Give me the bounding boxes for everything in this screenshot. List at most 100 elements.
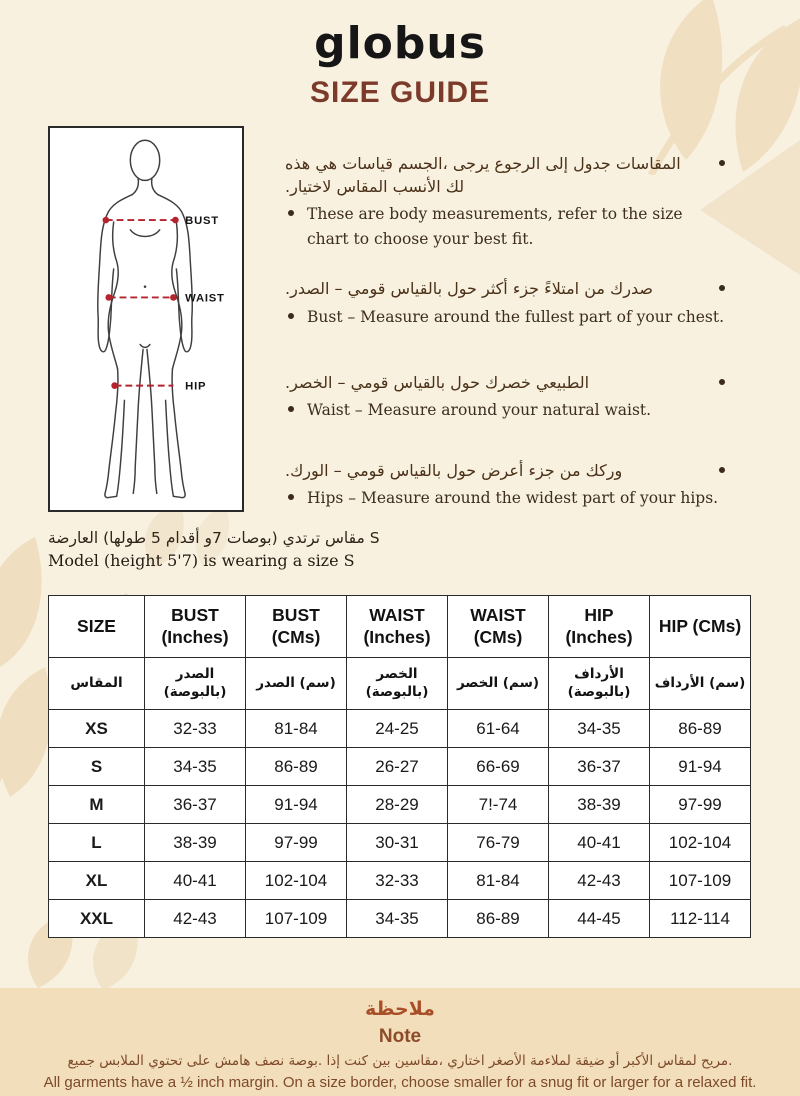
leaf-decoration-model-area (144, 502, 230, 568)
cell-value: 28-29 (346, 785, 448, 824)
bullet-item-intro-en: These are body measurements, refer to th… (285, 202, 729, 251)
bullet-text-ar: .الورك – قومي بالقياس حول أعرض جزء من ور… (285, 460, 623, 480)
body-figure-illustration: BUST WAIST HIP (97, 139, 225, 499)
bullet-text-ar: .الخصر – قومي بالقياس حول خصرك الطبيعي (285, 373, 590, 393)
cell-value: 102-104 (649, 823, 751, 862)
bullet-item-bust-ar: .الصدر – قومي بالقياس حول أكثر جزء امتلا… (285, 277, 729, 300)
col-header-waist-cm-ar: الخصر (سم) (447, 657, 549, 710)
size-value: S (48, 747, 145, 786)
model-note-ar: العارضة (طولها 5 أقدام و7 بوصات) ترتدي م… (48, 529, 380, 547)
cell-value: 7!-74 (447, 785, 549, 824)
note-title-ar: ملاحظة (365, 998, 435, 1020)
col-header-waist-cm: WAIST (CMs) (447, 595, 549, 658)
cell-value: 66-69 (447, 747, 549, 786)
leaf-decoration-top-right (647, 0, 800, 175)
cell-value: 24-25 (346, 709, 448, 748)
table-row-m: M 36-37 91-94 28-29 7!-74 38-39 97-99 (48, 785, 751, 824)
cell-value: 26-27 (346, 747, 448, 786)
note-title-en: Note (378, 1025, 422, 1047)
bullet-icon (719, 466, 725, 473)
table-row-s: S 34-35 86-89 26-27 66-69 36-37 91-94 (48, 747, 751, 786)
cell-value: 38-39 (548, 785, 650, 824)
cell-value: 34-35 (346, 899, 448, 938)
bullet-text-en: Hips – Measure around the widest part of… (307, 488, 719, 507)
size-chart-table: SIZE BUST (Inches) BUST (CMs) WAIST (Inc… (48, 595, 751, 938)
cell-value: 86-89 (649, 709, 751, 748)
waist-label: WAIST (185, 292, 225, 304)
cell-value: 102-104 (245, 861, 347, 900)
col-header-size: SIZE (48, 595, 145, 658)
cell-value: 42-43 (548, 861, 650, 900)
cell-value: 34-35 (144, 747, 246, 786)
size-value: L (48, 823, 145, 862)
col-header-size-ar: المقاس (48, 657, 145, 710)
cell-value: 86-89 (447, 899, 549, 938)
cell-value: 81-84 (447, 861, 549, 900)
size-value: XL (48, 861, 145, 900)
bullet-item-waist-ar: .الخصر – قومي بالقياس حول خصرك الطبيعي (285, 371, 729, 394)
bullet-icon (288, 210, 294, 217)
bullet-icon (719, 160, 725, 166)
size-value: XS (48, 709, 145, 748)
hip-label: HIP (185, 381, 206, 393)
bullet-text-en: These are body measurements, refer to th… (307, 205, 683, 248)
bullet-icon (288, 493, 294, 500)
table-row-xxl: XXL 42-43 107-109 34-35 86-89 44-45 112-… (48, 899, 751, 938)
table-row-xs: XS 32-33 81-84 24-25 61-64 34-35 86-89 (48, 709, 751, 748)
col-header-waist-in-ar: الخصر (بالبوصة) (346, 657, 448, 710)
bullet-group-hip: .الورك – قومي بالقياس حول أعرض جزء من ور… (285, 459, 729, 511)
col-header-waist-in: WAIST (Inches) (346, 595, 448, 658)
cell-value: 30-31 (346, 823, 448, 862)
col-header-bust-in: BUST (Inches) (144, 595, 246, 658)
bullet-item-hip-ar: .الورك – قومي بالقياس حول أعرض جزء من ور… (285, 459, 729, 482)
bullet-text-ar: هذه هي قياسات الجسم، يرجى الرجوع إلى جدو… (285, 154, 681, 173)
table-header-row-ar: المقاس الصدر (بالبوصة) الصدر (سم) الخصر … (48, 657, 751, 710)
model-size-note: العارضة (طولها 5 أقدام و7 بوصات) ترتدي م… (48, 528, 478, 572)
cell-value: 34-35 (548, 709, 650, 748)
table-row-xl: XL 40-41 102-104 32-33 81-84 42-43 107-1… (48, 861, 751, 900)
cell-value: 38-39 (144, 823, 246, 862)
bullet-text-ar: .لاختيار المقاس الأنسب لك (285, 177, 465, 197)
col-header-hip-cm: HIP (CMs) (649, 595, 751, 658)
cell-value: 36-37 (548, 747, 650, 786)
table-header-row-en: SIZE BUST (Inches) BUST (CMs) WAIST (Inc… (48, 595, 751, 658)
bullet-icon (288, 312, 294, 319)
bullet-group-waist: .الخصر – قومي بالقياس حول خصرك الطبيعي W… (285, 371, 729, 423)
note-section: ملاحظة Note جميع الملابس تحتوي على هامش … (0, 988, 800, 1096)
cell-value: 86-89 (245, 747, 347, 786)
cell-value: 76-79 (447, 823, 549, 862)
brand-logo: globus (314, 18, 486, 69)
cell-value: 44-45 (548, 899, 650, 938)
col-header-bust-cm: BUST (CMs) (245, 595, 347, 658)
bullet-text-ar: .الصدر – قومي بالقياس حول أكثر جزء امتلا… (285, 279, 653, 299)
cell-value: 32-33 (346, 861, 448, 900)
bullet-item-waist-en: Waist – Measure around your natural wais… (285, 398, 729, 422)
bullet-group-bust: .الصدر – قومي بالقياس حول أكثر جزء امتلا… (285, 277, 729, 329)
note-body-en: All garments have a ½ inch margin. On a … (43, 1073, 757, 1091)
cell-value: 36-37 (144, 785, 246, 824)
size-value: XXL (48, 899, 145, 938)
cell-value: 91-94 (649, 747, 751, 786)
col-header-hip-in-ar: الأرداف (بالبوصة) (548, 657, 650, 710)
bullet-icon (719, 285, 725, 292)
cell-value: 97-99 (649, 785, 751, 824)
table-row-l: L 38-39 97-99 30-31 76-79 40-41 102-104 (48, 823, 751, 862)
col-header-hip-in: HIP (Inches) (548, 595, 650, 658)
bust-label: BUST (185, 215, 219, 227)
cell-value: 112-114 (649, 899, 751, 938)
bullet-item-bust-en: Bust – Measure around the fullest part o… (285, 305, 729, 329)
bullet-group-intro: هذه هي قياسات الجسم، يرجى الرجوع إلى جدو… (285, 152, 729, 251)
cell-value: 107-109 (245, 899, 347, 938)
bullet-item-hip-en: Hips – Measure around the widest part of… (285, 486, 729, 510)
page-title: SIZE GUIDE (309, 76, 491, 109)
cell-value: 97-99 (245, 823, 347, 862)
col-header-hip-cm-ar: الأرداف (سم) (649, 657, 751, 710)
instructions-list: هذه هي قياسات الجسم، يرجى الرجوع إلى جدو… (285, 152, 729, 536)
body-measurement-diagram: BUST WAIST HIP (48, 126, 244, 512)
cell-value: 107-109 (649, 861, 751, 900)
leaf-decoration-right-wedge (700, 140, 800, 275)
bullet-icon (719, 379, 725, 386)
cell-value: 40-41 (548, 823, 650, 862)
cell-value: 32-33 (144, 709, 246, 748)
